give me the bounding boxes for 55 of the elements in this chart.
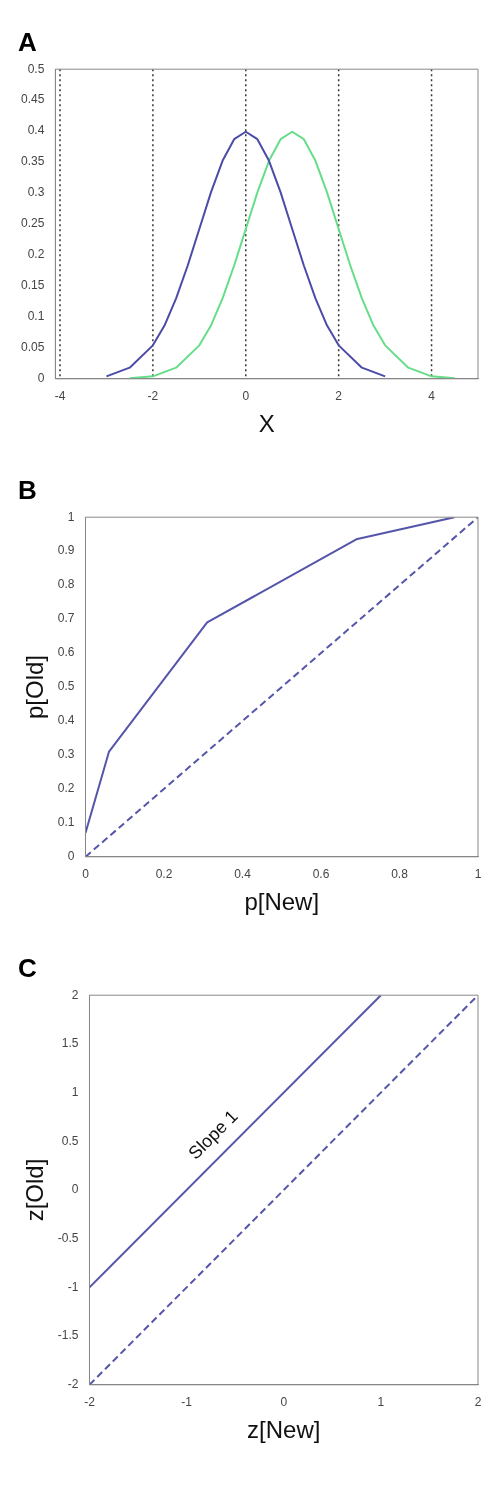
x-tick-label: 0.8 <box>391 867 409 882</box>
x-tick-label: -1 <box>181 1395 193 1410</box>
y-tick-label: 0.1 <box>27 309 45 324</box>
y-axis-title: p[Old] <box>21 654 49 720</box>
y-tick-label: 0.1 <box>57 815 75 830</box>
y-tick-label: 0.2 <box>27 247 45 262</box>
x-tick-label: 0.2 <box>155 867 173 882</box>
y-tick-label: 1 <box>67 509 75 524</box>
x-tick-label: -2 <box>147 389 159 404</box>
x-tick-label: 0 <box>242 389 250 404</box>
y-tick-label: -1.5 <box>57 1328 79 1343</box>
x-tick-label: 0.4 <box>234 867 252 882</box>
y-tick-label: 0.4 <box>57 713 75 728</box>
x-tick-label: -4 <box>54 389 66 404</box>
x-tick-label: -2 <box>84 1395 96 1410</box>
y-tick-label: 0.4 <box>27 123 45 138</box>
y-tick-label: 0.25 <box>21 216 45 231</box>
chart-title: B <box>18 474 37 505</box>
x-tick-label: 1 <box>474 867 482 882</box>
x-tick-label: 2 <box>474 1395 482 1410</box>
y-tick-label: 0.35 <box>21 154 45 169</box>
y-tick-label: 0.6 <box>57 645 75 660</box>
chart-title: C <box>18 952 37 983</box>
y-tick-label: -1 <box>67 1279 79 1294</box>
x-tick-label: 0 <box>280 1395 288 1410</box>
y-axis-title: z[Old] <box>21 1158 49 1222</box>
y-tick-label: 0.5 <box>27 61 45 76</box>
y-tick-label: 2 <box>71 987 79 1002</box>
y-tick-label: 1 <box>71 1084 79 1099</box>
x-tick-label: 2 <box>335 389 343 404</box>
y-tick-label: 0.8 <box>57 577 75 592</box>
y-tick-label: 0 <box>71 1182 79 1197</box>
x-tick-label: 1 <box>377 1395 385 1410</box>
y-tick-label: 0 <box>67 849 75 864</box>
y-tick-label: 0.5 <box>57 679 75 694</box>
y-tick-label: 0.3 <box>27 185 45 200</box>
x-axis-title: z[New] <box>247 1416 321 1444</box>
y-tick-label: -2 <box>67 1377 79 1392</box>
y-tick-label: 0 <box>37 371 45 386</box>
y-tick-label: 0.7 <box>57 611 75 626</box>
y-tick-label: 0.45 <box>21 92 45 107</box>
y-tick-label: 0.9 <box>57 543 75 558</box>
y-tick-label: 0.3 <box>57 747 75 762</box>
y-tick-label: 0.5 <box>61 1133 79 1148</box>
x-axis-title: X <box>258 410 275 438</box>
x-tick-label: 0.6 <box>312 867 330 882</box>
y-tick-label: 1.5 <box>61 1036 79 1051</box>
x-axis-title: p[New] <box>244 888 320 916</box>
y-tick-label: -0.5 <box>57 1231 79 1246</box>
x-tick-label: 4 <box>428 389 436 404</box>
y-tick-label: 0.15 <box>21 278 45 293</box>
chart-title: A <box>18 26 37 57</box>
y-tick-label: 0.2 <box>57 781 75 796</box>
y-tick-label: 0.05 <box>21 340 45 355</box>
x-tick-label: 0 <box>82 867 90 882</box>
